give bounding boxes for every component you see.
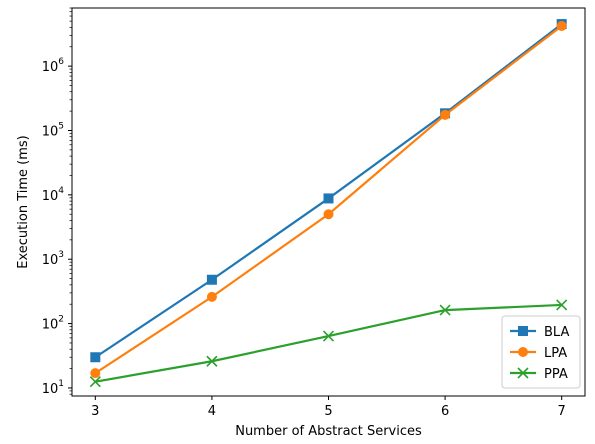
legend-label-lpa: LPA <box>544 346 567 361</box>
data-point-lpa <box>323 209 334 220</box>
data-point-bla <box>90 352 101 363</box>
data-point-lpa <box>440 109 451 120</box>
data-point-bla <box>323 193 334 204</box>
x-tick-label: 3 <box>91 404 99 419</box>
data-point-lpa <box>90 368 101 379</box>
x-tick-label: 7 <box>558 404 566 419</box>
data-point-ppa <box>322 330 335 342</box>
plot-area: 3 4 5 6 7 101 102 103 104 105 106 BLA LPA PPA <box>42 7 586 419</box>
y-tick-label: 106 <box>42 57 65 75</box>
legend-marker-lpa <box>518 347 528 357</box>
y-tick-label: 102 <box>42 315 64 333</box>
x-tick-label: 6 <box>441 404 449 419</box>
data-point-bla <box>206 274 217 285</box>
legend-label-ppa: PPA <box>544 367 568 382</box>
data-point-lpa <box>556 21 567 32</box>
series-line-ppa <box>95 303 562 383</box>
y-tick-label: 103 <box>42 250 64 268</box>
data-point-ppa <box>89 376 101 388</box>
legend-label-bla: BLA <box>544 325 569 340</box>
data-point-ppa <box>556 299 568 311</box>
x-tick-label: 5 <box>324 404 332 419</box>
data-point-ppa <box>206 355 218 367</box>
y-tick-label: 104 <box>42 186 65 204</box>
y-axis-label: Execution Time (ms) <box>16 135 31 268</box>
legend-marker-bla <box>518 326 528 336</box>
x-axis-label: Number of Abstract Services <box>235 424 422 439</box>
x-tick-label: 4 <box>208 404 216 419</box>
y-tick-label: 105 <box>42 121 64 139</box>
data-point-lpa <box>206 291 217 302</box>
y-tick-label: 101 <box>42 379 64 397</box>
legend-marker-ppa <box>517 367 529 379</box>
data-point-ppa <box>439 304 451 316</box>
